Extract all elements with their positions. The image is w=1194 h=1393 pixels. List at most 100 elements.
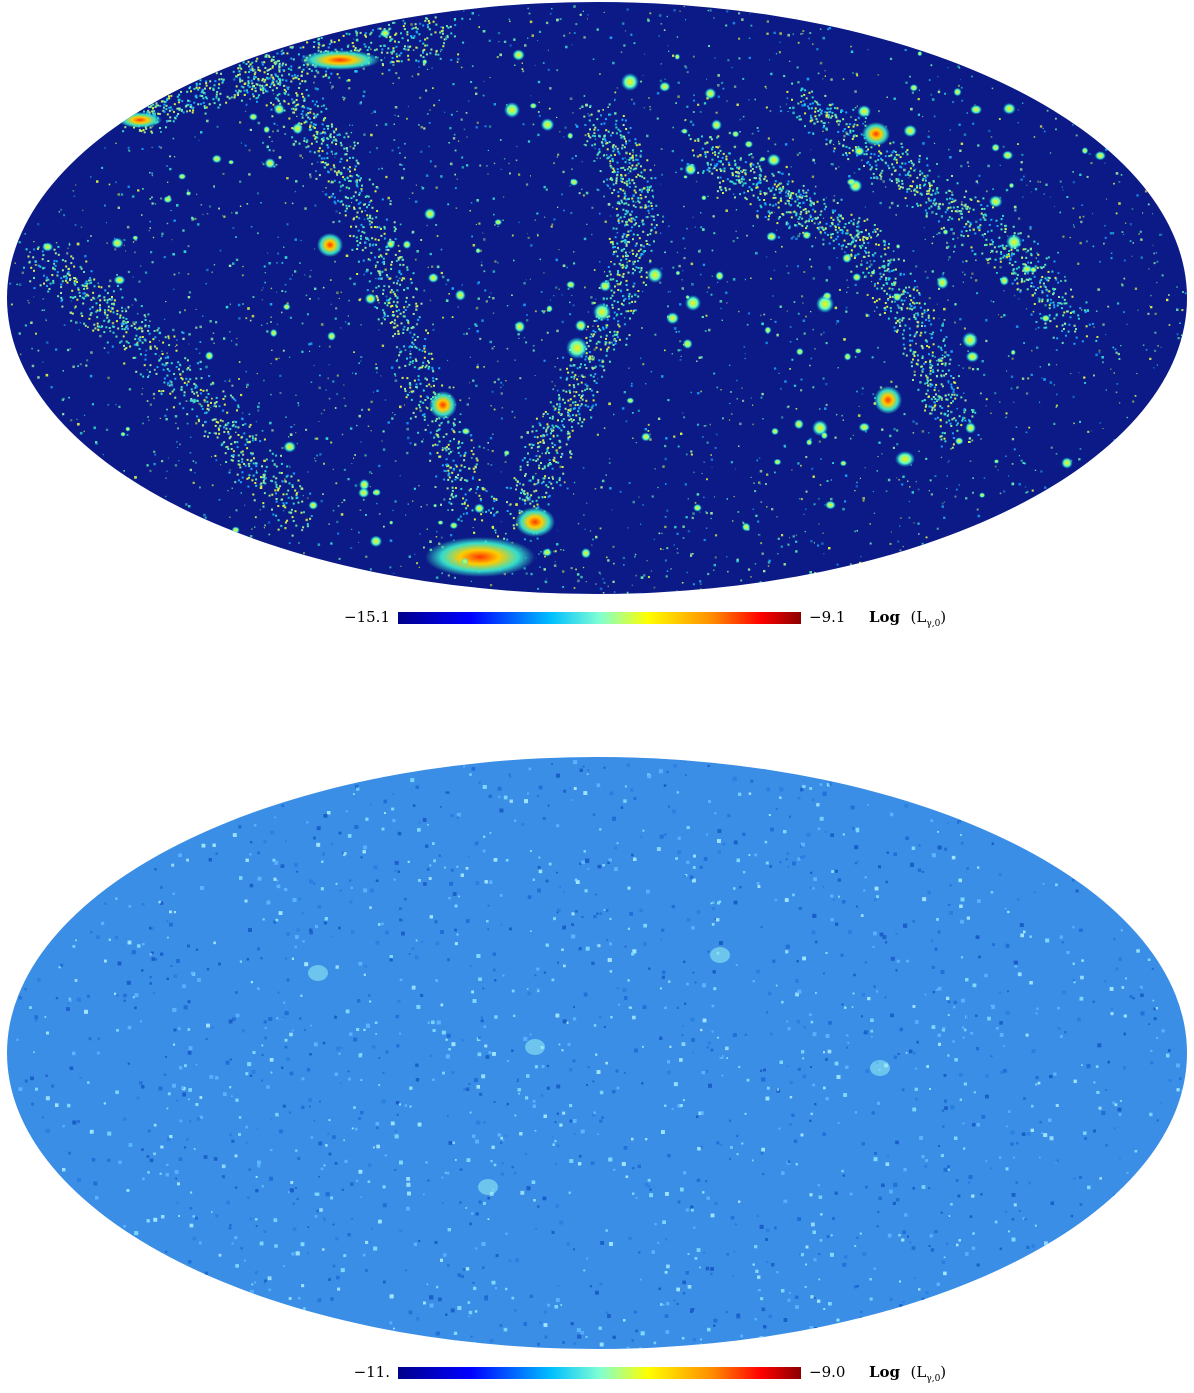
speckle xyxy=(338,171,340,174)
speckle xyxy=(906,204,908,207)
speckle xyxy=(753,482,755,484)
speckle xyxy=(1034,469,1037,471)
speckle xyxy=(222,215,224,217)
speckle xyxy=(1155,252,1158,254)
filament-speckle xyxy=(401,277,404,280)
filament-speckle xyxy=(296,94,299,97)
speckle xyxy=(949,156,952,159)
filament-speckle xyxy=(369,223,371,226)
filament-speckle xyxy=(410,398,413,401)
speckle xyxy=(884,308,887,311)
speckle xyxy=(837,367,839,369)
speckle xyxy=(314,437,317,440)
speckle xyxy=(270,321,272,323)
speckle xyxy=(1039,366,1041,368)
speckle xyxy=(1073,226,1075,228)
speckle xyxy=(954,495,957,498)
filament-speckle xyxy=(309,126,311,129)
filament-speckle xyxy=(326,152,329,155)
speckle xyxy=(926,310,929,312)
speckle xyxy=(928,199,931,202)
filament-speckle xyxy=(479,498,482,501)
speckle xyxy=(750,576,752,578)
speckle xyxy=(375,367,378,370)
speckle xyxy=(602,592,605,594)
filament-speckle xyxy=(421,440,424,443)
speckle xyxy=(599,157,601,159)
speckle xyxy=(895,214,897,216)
speckle xyxy=(1035,257,1037,259)
speckle xyxy=(338,557,341,560)
speckle xyxy=(263,527,265,529)
speckle xyxy=(647,19,650,22)
speckle xyxy=(562,264,566,267)
filament-speckle xyxy=(640,171,643,174)
speckle xyxy=(1136,373,1138,375)
speckle xyxy=(139,265,142,267)
speckle xyxy=(128,150,131,152)
filament-speckle xyxy=(412,296,415,299)
speckle xyxy=(755,251,758,255)
speckle xyxy=(765,87,768,90)
speckle xyxy=(582,10,584,12)
speckle xyxy=(453,133,456,136)
speckle xyxy=(77,365,79,367)
speckle xyxy=(985,318,988,322)
filament-speckle xyxy=(616,168,619,171)
speckle xyxy=(482,30,486,33)
speckle xyxy=(965,497,968,500)
speckle xyxy=(948,148,950,151)
speckle xyxy=(429,453,432,456)
speckle xyxy=(928,297,931,300)
speckle xyxy=(658,532,661,535)
speckle xyxy=(841,248,843,250)
filament-speckle xyxy=(451,492,454,495)
speckle xyxy=(560,549,562,551)
speckle xyxy=(792,106,795,110)
speckle xyxy=(346,150,349,152)
filament-speckle xyxy=(463,459,466,462)
speckle xyxy=(402,20,405,22)
speckle xyxy=(209,320,212,323)
speckle xyxy=(818,523,820,525)
speckle xyxy=(1037,180,1039,183)
filament-speckle xyxy=(298,142,301,145)
filament-speckle xyxy=(441,384,444,387)
filament-speckle xyxy=(390,268,393,270)
speckle xyxy=(696,493,700,496)
speckle xyxy=(283,246,285,248)
speckle xyxy=(408,323,410,325)
speckle xyxy=(977,182,979,185)
speckle xyxy=(375,278,377,280)
speckle xyxy=(261,289,263,291)
speckle xyxy=(537,450,539,452)
speckle xyxy=(958,364,960,367)
speckle xyxy=(726,281,728,283)
speckle xyxy=(149,171,151,174)
speckle xyxy=(779,32,782,35)
speckle xyxy=(732,193,735,195)
speckle xyxy=(971,75,973,78)
speckle xyxy=(997,469,999,471)
filament-speckle xyxy=(353,141,356,144)
speckle xyxy=(551,223,554,226)
filament-speckle xyxy=(481,519,484,522)
filament-speckle xyxy=(405,300,407,303)
speckle xyxy=(350,547,353,549)
speckle xyxy=(899,272,902,275)
speckle xyxy=(395,72,398,75)
filament-speckle xyxy=(632,159,635,162)
speckle xyxy=(556,156,558,158)
filament-speckle xyxy=(425,364,428,367)
filament-speckle xyxy=(312,125,315,128)
filament-speckle xyxy=(376,261,379,264)
speckle xyxy=(544,580,548,584)
speckle xyxy=(409,442,412,445)
filament-speckle xyxy=(408,303,411,306)
speckle xyxy=(309,176,312,179)
filament-speckle xyxy=(419,382,422,385)
filament-speckle xyxy=(452,468,455,471)
speckle xyxy=(42,361,44,363)
filament-speckle xyxy=(293,101,296,104)
speckle xyxy=(461,284,463,286)
